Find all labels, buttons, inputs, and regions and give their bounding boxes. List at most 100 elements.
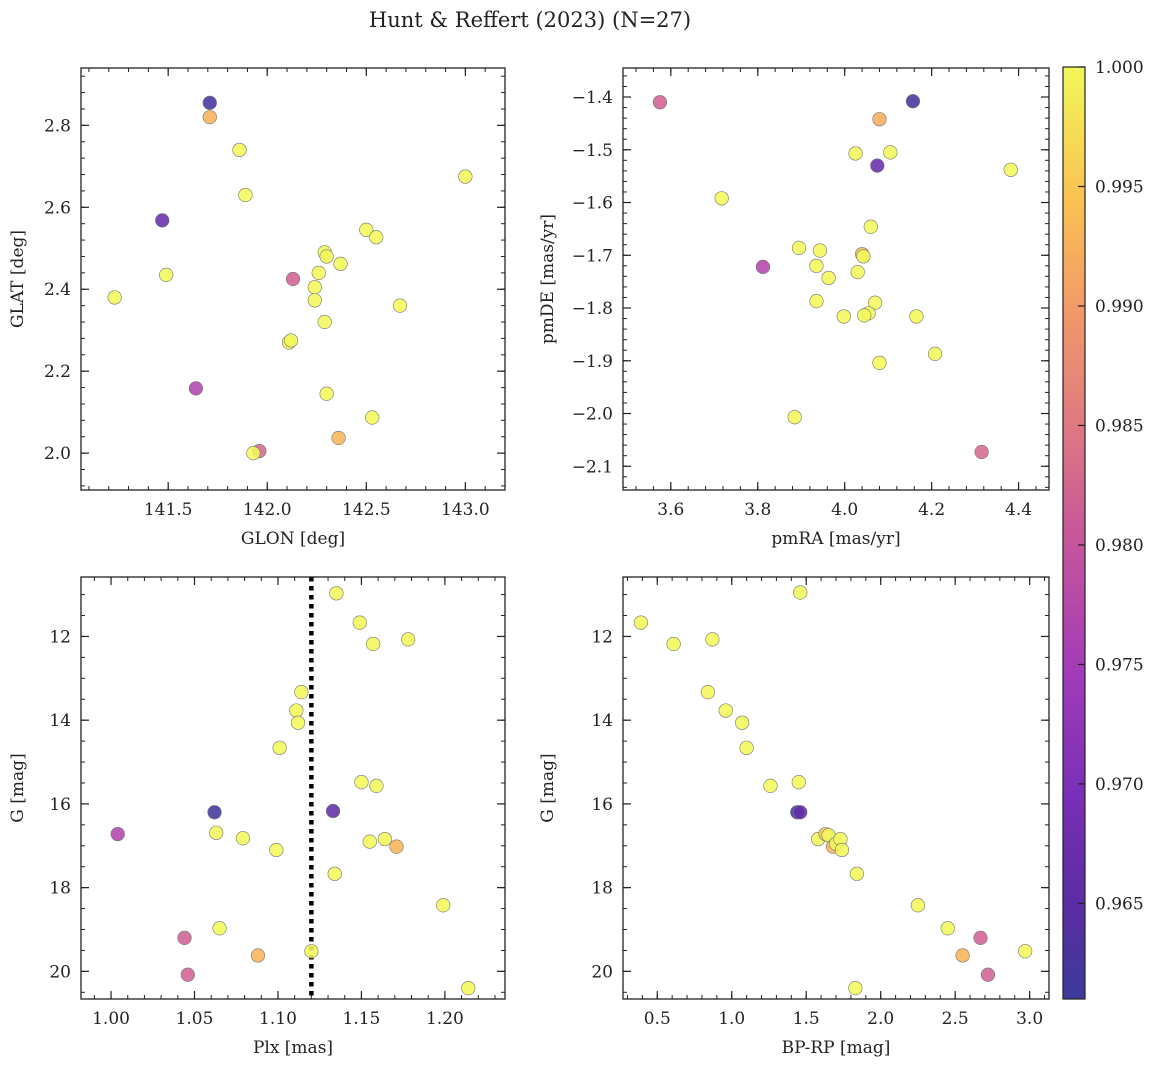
- data-point: [369, 778, 384, 794]
- data-point: [354, 775, 369, 790]
- data-point: [809, 294, 824, 309]
- data-point: [633, 615, 648, 630]
- data-point: [461, 981, 476, 996]
- x-tick-label: 3.6: [657, 500, 684, 520]
- data-point: [705, 632, 720, 647]
- panel-bprp-g: 0.5 1.0 1.5 2.0 2.5 3.0 12 14 16 18 20 BP-RP [mag] G…: [538, 576, 1050, 1058]
- data-point: [850, 265, 865, 280]
- axes-frame: [80, 67, 506, 491]
- figure-title: Hunt & Reffert (2023) (N=27): [369, 8, 691, 32]
- y-tick-label: −1.9: [572, 352, 613, 372]
- y-tick-label: 12: [591, 627, 613, 647]
- y-tick-label: −2.1: [572, 457, 613, 477]
- data-point: [235, 831, 251, 846]
- data-point: [389, 839, 404, 854]
- data-point: [909, 309, 924, 324]
- colorbar-tick-label: 0.995: [1095, 177, 1144, 197]
- x-tick-label: 1.15: [343, 1009, 381, 1029]
- data-point: [980, 967, 996, 982]
- y-tick-label: −1.8: [572, 299, 613, 319]
- x-tick-label: 2.0: [867, 1009, 894, 1029]
- x-tick-label: 1.00: [92, 1009, 130, 1029]
- data-point: [735, 715, 750, 730]
- y-tick-label: 20: [591, 962, 613, 982]
- data-point: [283, 333, 299, 348]
- data-point: [714, 191, 729, 206]
- x-tick-label: 142.5: [342, 500, 391, 520]
- data-point: [319, 249, 334, 264]
- panel-plx-g: 1.00 1.05 1.10 1.15 1.20 12 14 16 18 20 Plx [mas] G…: [8, 576, 506, 1058]
- x-tick-label: 3.0: [1016, 1009, 1043, 1029]
- data-point: [910, 898, 926, 913]
- data-point: [739, 740, 754, 755]
- y-tick-label: 14: [591, 711, 613, 731]
- data-point: [700, 685, 716, 700]
- colorbar-ticks: 1.000 0.995 0.990 0.985 0.980 0.975 0.970 0.965: [1078, 58, 1144, 914]
- data-point: [458, 169, 473, 184]
- colorbar-gradient: [1062, 66, 1086, 1000]
- data-point: [107, 290, 122, 305]
- y-tick-label: 12: [49, 627, 71, 647]
- data-point: [269, 842, 284, 858]
- data-point: [202, 95, 217, 110]
- data-point: [392, 298, 408, 313]
- y-tick-label: −1.6: [572, 194, 613, 214]
- data-point: [250, 948, 266, 963]
- y-axis-label: pmDE [mas/yr]: [538, 214, 558, 344]
- data-point: [928, 346, 943, 362]
- axes-frame: [622, 576, 1050, 1000]
- data-point: [290, 715, 306, 730]
- x-axis-label: pmRA [mas/yr]: [771, 529, 900, 549]
- colorbar-tick-label: 0.965: [1095, 894, 1144, 914]
- data-point: [307, 280, 322, 295]
- data-point: [333, 256, 348, 271]
- data-point: [974, 444, 989, 460]
- data-point: [863, 219, 878, 234]
- x-tick-label: 3.8: [744, 500, 771, 520]
- data-point: [307, 293, 322, 308]
- data-point: [238, 187, 253, 203]
- x-axis-label: GLON [deg]: [241, 529, 345, 549]
- panel-pmra-pmde: 3.6 3.8 4.0 4.2 4.4 −1.4 −1.5 −1.6 −1.7 −1.8 −1.9 −…: [538, 67, 1050, 549]
- axes-frame: [622, 67, 1050, 491]
- y-axis-label: G [mag]: [8, 753, 28, 822]
- data-point: [188, 381, 204, 396]
- data-point: [849, 866, 864, 881]
- data-point: [872, 355, 887, 370]
- axes-frame: [80, 576, 506, 1000]
- data-point: [870, 158, 885, 173]
- x-tick-label: 1.0: [718, 1009, 745, 1029]
- data-point: [155, 213, 170, 228]
- data-point: [317, 314, 332, 330]
- data-point: [362, 834, 377, 849]
- data-point: [319, 386, 334, 401]
- data-point: [763, 778, 778, 794]
- y-tick-label: 18: [49, 879, 71, 899]
- data-point: [856, 249, 871, 264]
- data-point: [202, 110, 217, 125]
- data-point: [955, 948, 970, 963]
- data-point: [325, 803, 341, 819]
- colorbar-tick-label: 0.980: [1095, 536, 1144, 556]
- data-point: [793, 805, 808, 820]
- y-tick-label: 2.0: [44, 444, 71, 464]
- y-tick-label: 18: [591, 879, 613, 899]
- x-axis-label: BP-RP [mag]: [782, 1038, 891, 1058]
- data-point: [793, 585, 808, 600]
- colorbar-tick-label: 1.000: [1095, 58, 1144, 78]
- colorbar-tick-label: 0.975: [1095, 655, 1144, 675]
- data-point: [329, 586, 344, 601]
- data-point: [110, 826, 125, 842]
- data-point: [289, 703, 304, 718]
- data-point: [857, 308, 872, 323]
- colorbar: 1.000 0.995 0.990 0.985 0.980 0.975 0.970 0.965: [1062, 58, 1144, 1000]
- data-point: [209, 825, 224, 840]
- y-axis-label: GLAT [deg]: [8, 230, 28, 328]
- x-tick-label: 142.0: [243, 500, 292, 520]
- y-tick-label: −1.4: [572, 88, 613, 108]
- panel-glon-glat: 141.5 142.0 142.5 143.0 2.0 2.2 2.4 2.6 2.8 GLON …: [8, 67, 506, 549]
- data-point: [159, 267, 174, 283]
- data-point: [272, 740, 287, 755]
- x-tick-label: 1.20: [426, 1009, 464, 1029]
